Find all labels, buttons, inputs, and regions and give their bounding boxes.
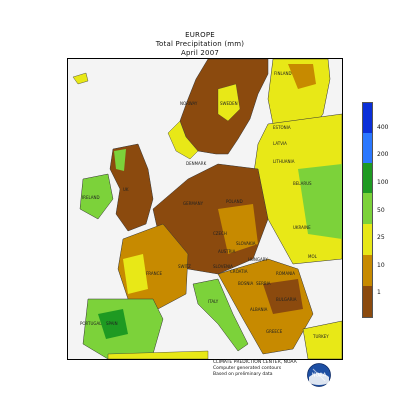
- region-poland-orange: [218, 204, 258, 254]
- label-latvia: LATVIA: [273, 141, 287, 146]
- label-italy: ITALY: [208, 299, 219, 304]
- noaa-logo-text: NOAA: [312, 373, 327, 379]
- label-czech: CZECH: [213, 231, 227, 236]
- legend-swatch-10: [363, 255, 372, 286]
- land-north-africa: [107, 350, 209, 359]
- label-portugal: PORTUGAL: [80, 321, 102, 326]
- label-slovakia: SLOVAKIA: [236, 241, 256, 246]
- region-spain-wet: [98, 309, 128, 339]
- label-turkey: TURKEY: [313, 334, 329, 339]
- legend-swatch-100: [363, 163, 372, 193]
- label-finland: FINLAND: [274, 71, 292, 76]
- region-romania-dry: [263, 279, 303, 314]
- label-germany: GERMANY: [183, 201, 204, 206]
- label-mol: MOL: [308, 254, 317, 259]
- land-norway-coast: [167, 120, 199, 160]
- credit-line-1: CLIMATE PREDICTION CENTER, NOAA: [213, 360, 297, 365]
- label-slovenia: SLOVENIA: [213, 264, 233, 269]
- land-islands: [72, 72, 89, 85]
- label-uk: UK: [123, 187, 129, 192]
- label-bulgaria: BULGARIA: [276, 297, 297, 302]
- label-romania: ROMANIA: [276, 271, 296, 276]
- label-spain: SPAIN: [106, 321, 118, 326]
- legend-tick-10: 10: [377, 262, 385, 269]
- map-period: April 2007: [180, 49, 220, 57]
- label-lithuania: LITHUANIA: [273, 159, 295, 164]
- legend-tick-50: 50: [377, 207, 385, 214]
- label-poland: POLAND: [226, 199, 243, 204]
- region-east-green: [298, 164, 342, 239]
- legend-swatch-25: [363, 224, 372, 255]
- noaa-logo-icon: NOAA: [307, 363, 331, 387]
- credit-line-3: Based on preliminary data: [213, 372, 273, 377]
- legend-tick-1: 1: [377, 289, 381, 296]
- legend-tick-400: 400: [377, 124, 389, 131]
- land-ireland: [79, 173, 114, 220]
- label-ukraine: UKRAINE: [293, 225, 311, 230]
- precipitation-map: FINLAND NORWAY SWEDEN ESTONIA LATVIA LIT…: [67, 58, 343, 360]
- legend-tick-100: 100: [377, 179, 389, 186]
- legend-color-bar: [362, 102, 373, 318]
- label-hungary: HUNGARY: [248, 257, 268, 262]
- land-turkey: [302, 320, 342, 359]
- legend-swatch-50: [363, 193, 372, 224]
- map-canvas: [68, 59, 342, 359]
- region-france-west: [123, 254, 148, 294]
- land-italy: [192, 278, 249, 352]
- credit-line-2: Computer generated contours: [213, 366, 282, 371]
- legend-swatch-400: [363, 103, 372, 133]
- map-subtitle: Total Precipitation (mm): [155, 40, 245, 48]
- noaa-logo: NOAA: [307, 363, 331, 387]
- legend-tick-200: 200: [377, 151, 389, 158]
- label-belarus: BELARUS: [293, 181, 312, 186]
- label-serbia: SERBIA: [256, 281, 271, 286]
- label-albania: ALBANIA: [250, 307, 268, 312]
- region-finland-north: [288, 64, 316, 89]
- label-switz: SWITZ: [178, 264, 191, 269]
- label-norway: NORWAY: [180, 101, 198, 106]
- label-sweden: SWEDEN: [220, 101, 238, 106]
- label-bosnia: BOSNIA: [238, 281, 254, 286]
- label-france: FRANCE: [146, 271, 162, 276]
- region-scotland-green: [114, 149, 126, 171]
- legend-swatch-200: [363, 133, 372, 163]
- label-denmark: DENMARK: [186, 161, 207, 166]
- label-greece: GREECE: [266, 329, 283, 334]
- label-ireland: IRELAND: [82, 195, 100, 200]
- legend-tick-25: 25: [377, 234, 385, 241]
- label-austria: AUSTRIA: [218, 249, 236, 254]
- label-croatia: CROATIA: [230, 269, 248, 274]
- map-title: EUROPE: [185, 31, 215, 39]
- legend-swatch-1: [363, 286, 372, 317]
- label-estonia: ESTONIA: [273, 125, 291, 130]
- region-sweden-yellow: [217, 83, 241, 122]
